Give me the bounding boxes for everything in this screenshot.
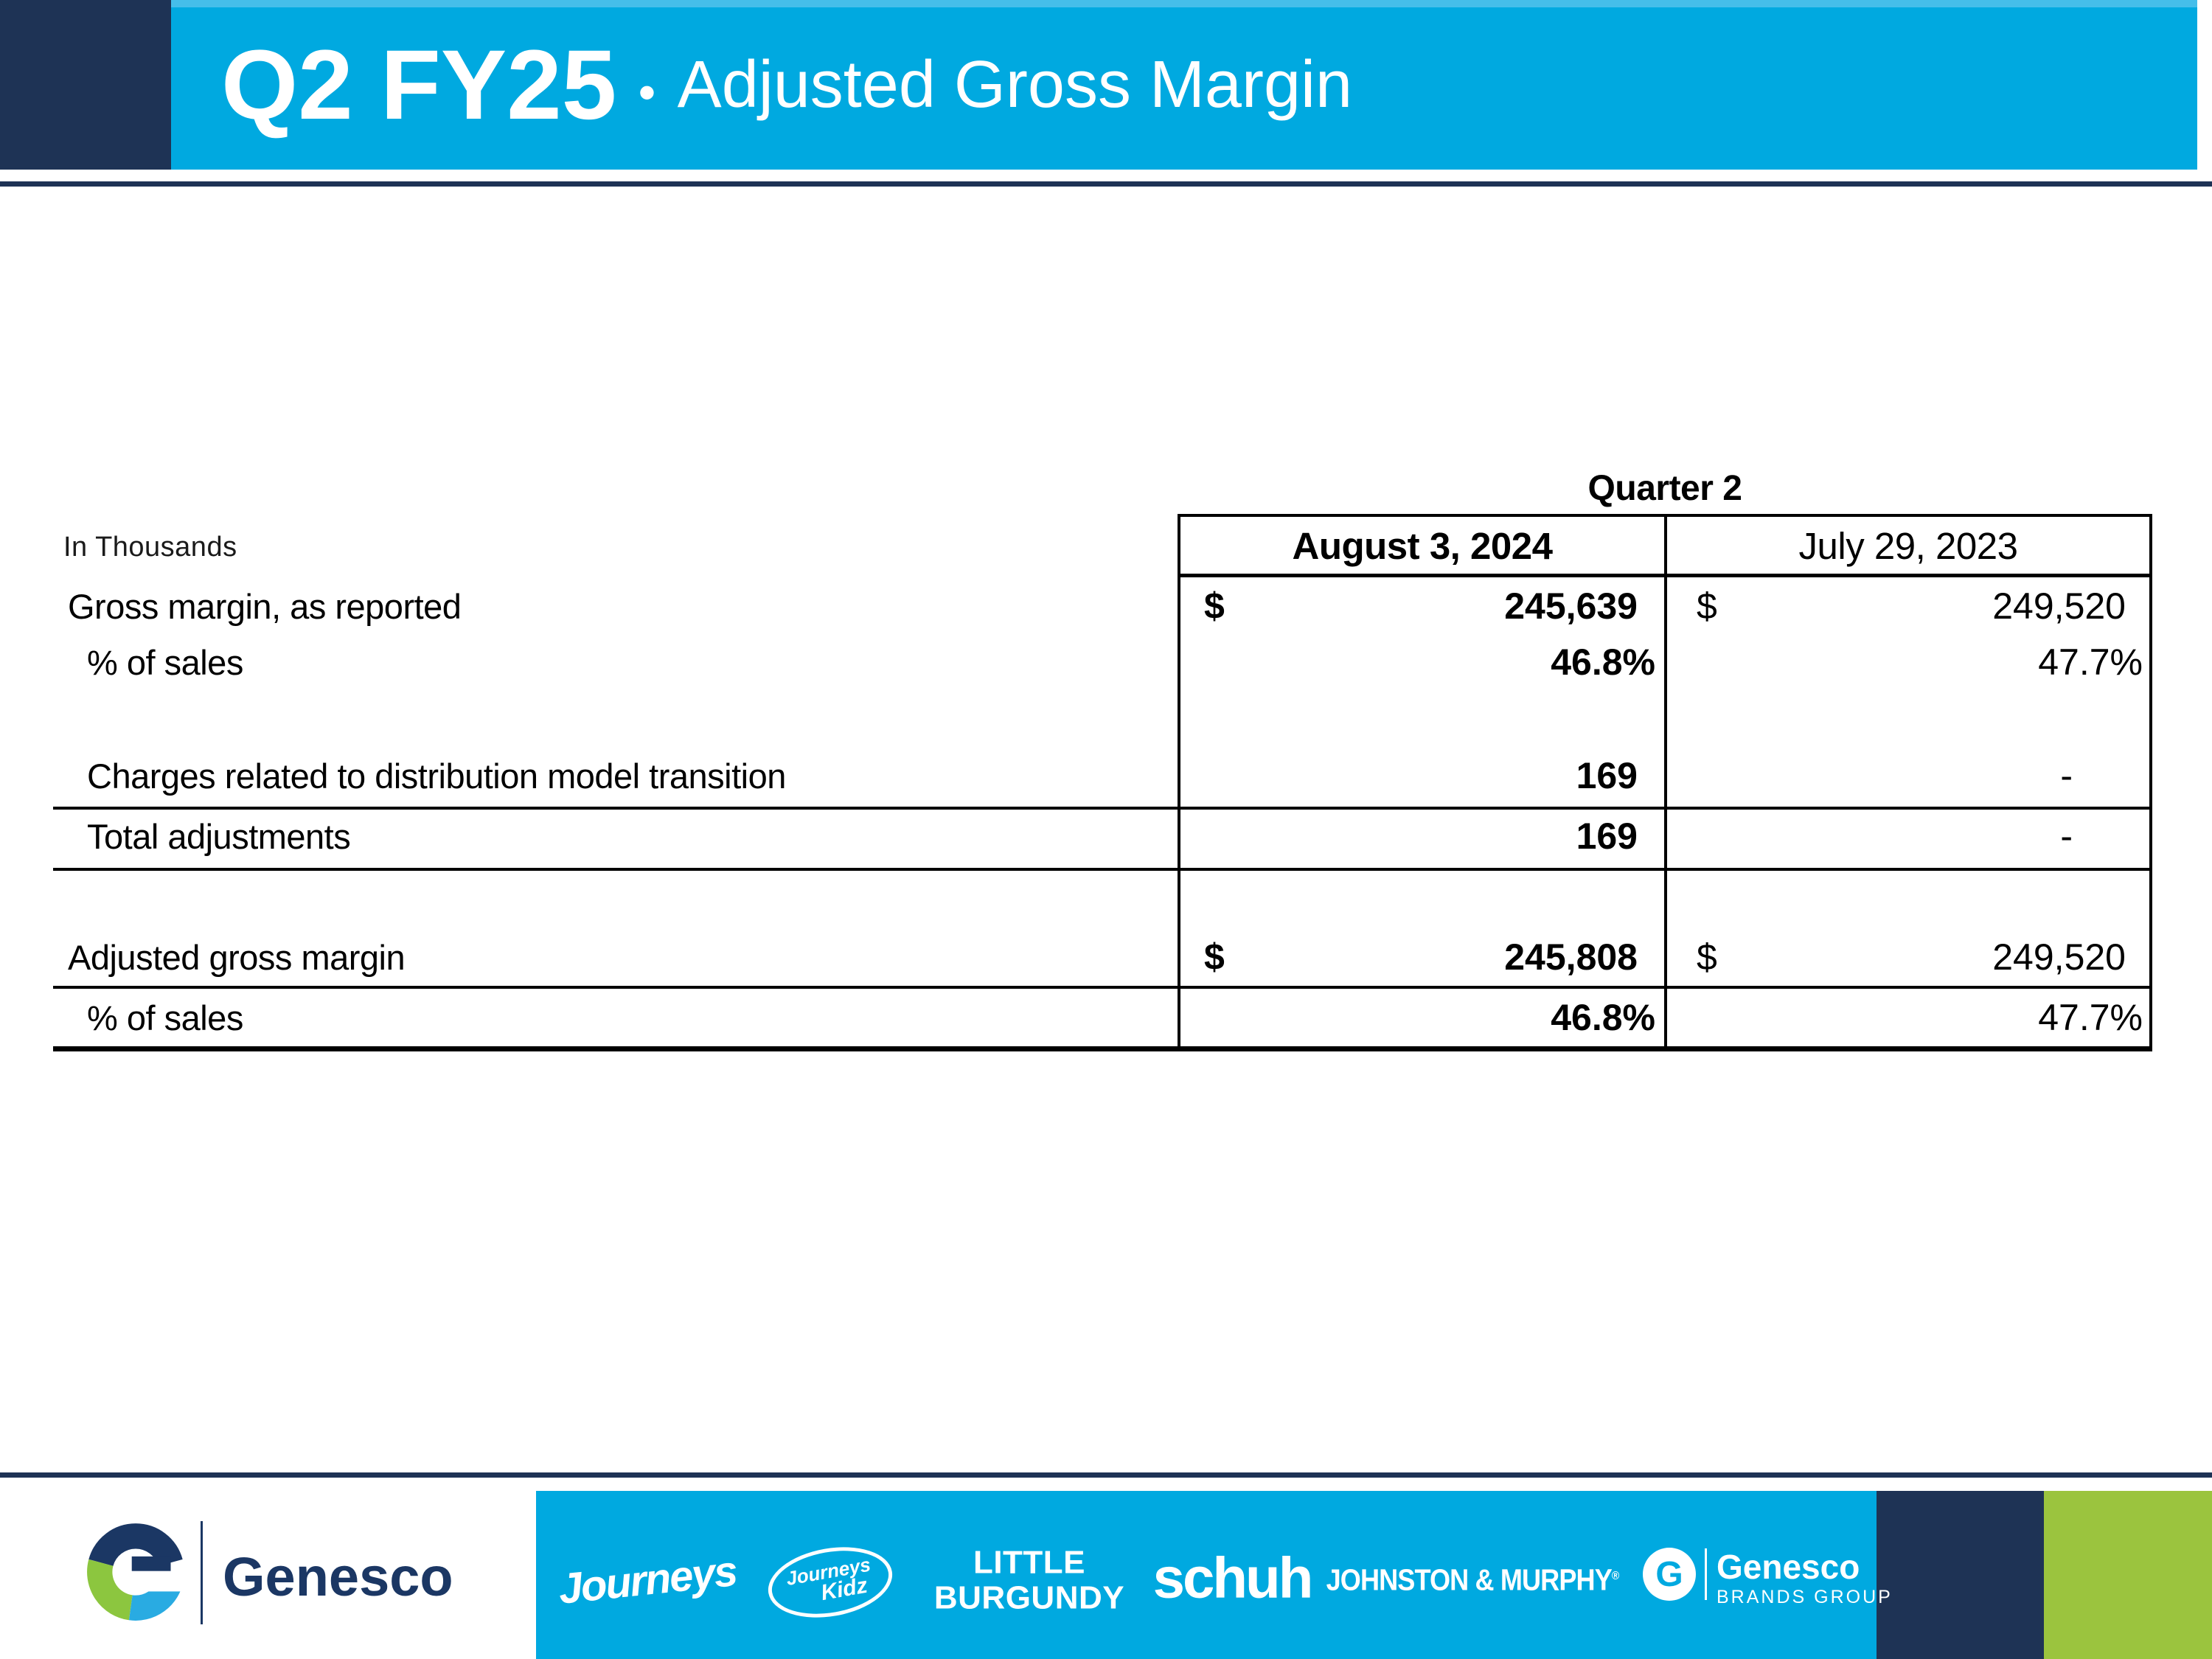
footer-divider-rule [0, 1472, 2212, 1478]
genesco-brands-group-name: Genesco [1717, 1548, 1860, 1586]
cell-charges-current: 169 [1180, 752, 1661, 799]
table-units-label: In Thousands [63, 531, 237, 563]
row-label-pct-of-sales-reported: % of sales [87, 642, 243, 682]
title-subject: Adjusted Gross Margin [677, 47, 1353, 122]
table-bottom-border [53, 1046, 2152, 1051]
currency-symbol: $ [1697, 936, 1717, 978]
value: 46.8% [1551, 997, 1655, 1038]
row-label-adjusted-gross-margin: Adjusted gross margin [68, 937, 406, 977]
rule-under-total-adjustments-row [53, 868, 2152, 871]
genesco-brands-group-g-icon: G [1643, 1548, 1696, 1601]
cell-pct-sales-reported-prior: 47.7% [1670, 639, 2146, 686]
value: 249,520 [1992, 585, 2126, 627]
currency-symbol: $ [1204, 585, 1225, 627]
cell-charges-prior: - [1670, 752, 2146, 799]
cell-gross-margin-reported-current: $ 245,639 [1180, 582, 1661, 630]
johnston-murphy-logo: JOHNSTON & MURPHY® [1326, 1562, 1620, 1598]
currency-symbol: $ [1697, 585, 1717, 627]
value: 245,808 [1504, 936, 1638, 978]
genesco-brands-group-separator [1705, 1548, 1707, 1600]
rule-under-adjusted-gross-margin-row [53, 986, 2152, 989]
table-group-header: Quarter 2 [1587, 468, 1742, 508]
little-burgundy-line1: LITTLE [973, 1544, 1086, 1581]
value: 249,520 [1992, 936, 2126, 978]
genesco-brands-group-subtitle: BRANDS GROUP [1717, 1587, 1893, 1607]
cell-pct-sales-adjusted-current: 46.8% [1180, 994, 1661, 1041]
header-banner [171, 0, 2197, 170]
cell-pct-sales-adjusted-prior: 47.7% [1670, 994, 2146, 1041]
footer-navy-band [1877, 1491, 2044, 1659]
column-header-prior-period: July 29, 2023 [1798, 524, 2018, 567]
rule-under-charges-row [53, 807, 2152, 810]
currency-symbol: $ [1204, 936, 1225, 978]
journeys-kidz-bottom-text: Kidz [818, 1573, 869, 1606]
row-label-charges-distribution: Charges related to distribution model tr… [87, 756, 786, 796]
johnston-murphy-text: JOHNSTON & MURPHY [1326, 1562, 1613, 1597]
row-label-total-adjustments: Total adjustments [87, 816, 351, 856]
row-label-gross-margin-reported: Gross margin, as reported [68, 586, 462, 626]
genesco-logo-separator [201, 1521, 203, 1624]
header-divider-rule [0, 181, 2212, 187]
table-right-border [2149, 514, 2152, 1051]
cell-adjusted-gross-margin-current: $ 245,808 [1180, 933, 1661, 981]
footer-green-band [2044, 1491, 2212, 1659]
value: 169 [1576, 755, 1638, 796]
column-header-current-period: August 3, 2024 [1292, 524, 1553, 567]
genesco-brands-group-wordmark: Genesco BRANDS GROUP [1717, 1550, 1893, 1607]
title-quarter: Q2 FY25 [221, 29, 617, 140]
table-column-divider [1664, 514, 1667, 1051]
value: 47.7% [2038, 641, 2143, 683]
registered-trademark-icon: ® [1611, 1569, 1619, 1582]
cell-pct-sales-reported-current: 46.8% [1180, 639, 1661, 686]
value: - [2060, 755, 2073, 796]
cell-adjusted-gross-margin-prior: $ 249,520 [1670, 933, 2146, 981]
slide-title: Q2 FY25 • Adjusted Gross Margin [221, 0, 1352, 170]
cell-gross-margin-reported-prior: $ 249,520 [1670, 582, 2146, 630]
genesco-g-logo-icon [87, 1523, 184, 1621]
cell-total-adjustments-prior: - [1670, 813, 2146, 860]
value: 46.8% [1551, 641, 1655, 683]
value: 245,639 [1504, 585, 1638, 627]
little-burgundy-line2: BURGUNDY [933, 1579, 1125, 1615]
value: 47.7% [2038, 997, 2143, 1038]
title-bullet-separator: • [639, 66, 655, 119]
header-navy-block [0, 0, 171, 170]
genesco-wordmark: Genesco [223, 1546, 453, 1607]
cell-total-adjustments-current: 169 [1180, 813, 1661, 860]
header-banner-highlight [171, 0, 2197, 7]
value: 169 [1576, 815, 1638, 857]
table-left-border [1178, 514, 1180, 1051]
little-burgundy-logo: LITTLE BURGUNDY [934, 1545, 1124, 1615]
value: - [2060, 815, 2073, 857]
schuh-logo: schuh [1152, 1545, 1314, 1610]
row-label-pct-of-sales-adjusted: % of sales [87, 998, 243, 1037]
